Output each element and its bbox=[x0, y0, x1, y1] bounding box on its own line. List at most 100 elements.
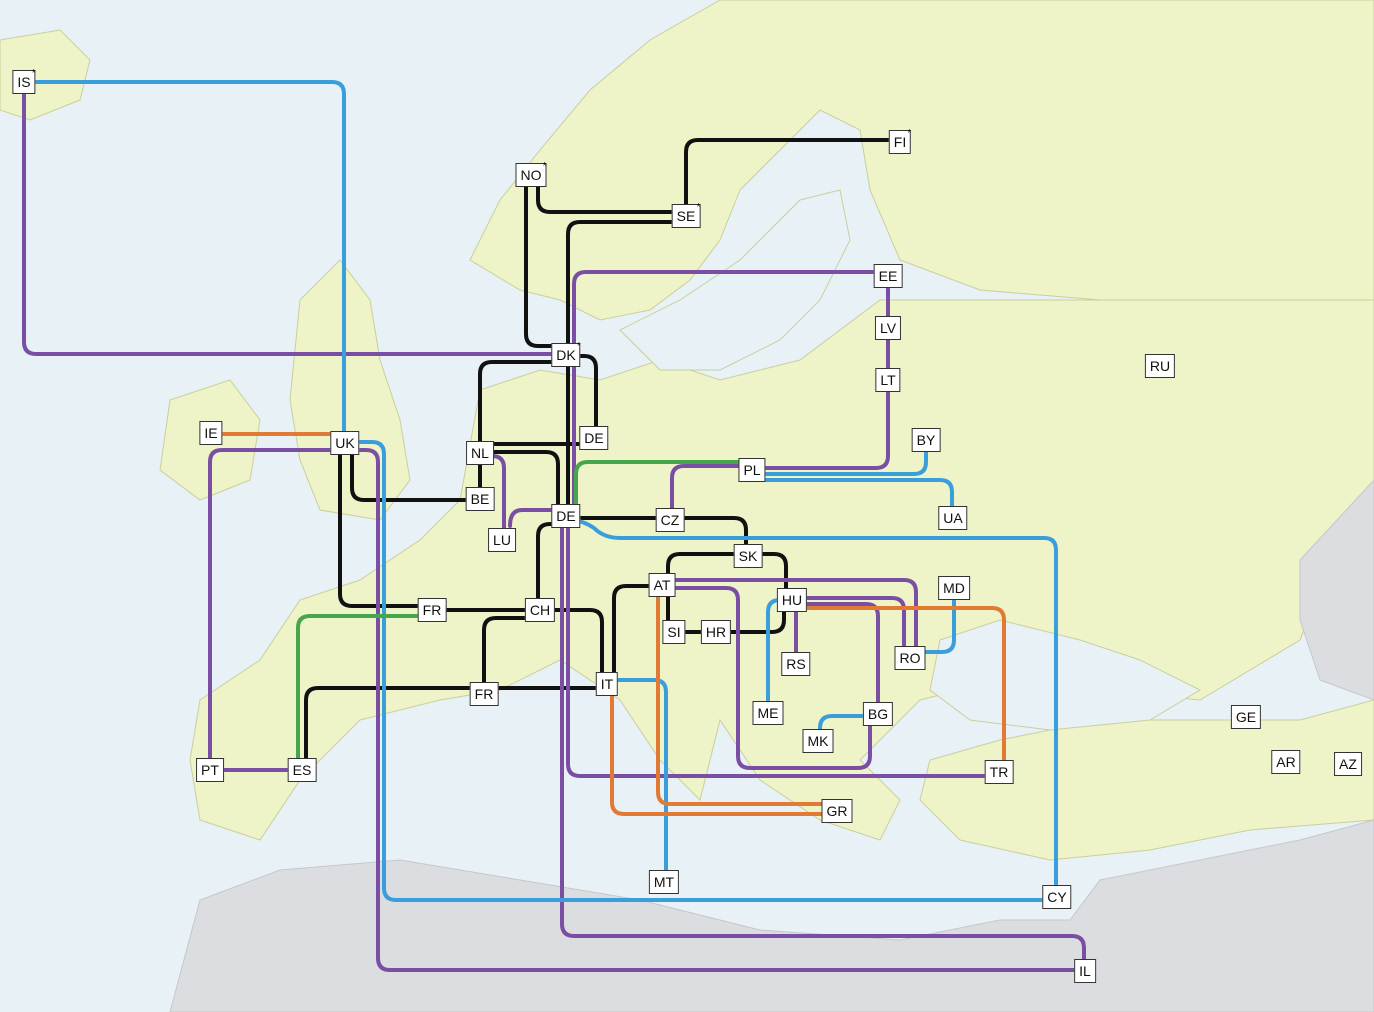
node-gr[interactable]: GR bbox=[821, 799, 853, 823]
node-ua[interactable]: UA bbox=[938, 506, 968, 530]
node-label: UA bbox=[943, 510, 963, 526]
node-is[interactable]: IS * bbox=[12, 68, 36, 94]
route-lines bbox=[22, 80, 1086, 972]
route-purple-ee-lv-lt-pl bbox=[750, 274, 890, 470]
node-az[interactable]: AZ bbox=[1334, 752, 1362, 776]
route-black-uk-fr1 bbox=[338, 442, 434, 608]
node-rs[interactable]: RS bbox=[781, 652, 811, 676]
route-black-de-ch bbox=[536, 522, 568, 610]
route-green-pl-de bbox=[574, 460, 754, 516]
node-star: * bbox=[31, 68, 36, 79]
node-label: CH bbox=[529, 602, 551, 618]
node-label: HR bbox=[705, 624, 727, 640]
route-black-it-fr2-es bbox=[304, 686, 608, 772]
route-purple-lu-de bbox=[508, 508, 568, 528]
node-label: MT bbox=[653, 874, 675, 890]
node-no[interactable]: NO * bbox=[515, 162, 547, 187]
node-label: UK bbox=[335, 435, 355, 451]
node-il[interactable]: IL bbox=[1074, 959, 1096, 983]
route-blue-uk-cy bbox=[342, 440, 1058, 902]
node-lu[interactable]: LU bbox=[488, 528, 516, 552]
node-label: IE bbox=[204, 425, 218, 441]
node-es[interactable]: ES bbox=[287, 758, 317, 782]
node-label: HU bbox=[781, 592, 803, 608]
route-black-se-de bbox=[566, 220, 688, 518]
node-label: ES bbox=[292, 762, 312, 778]
route-green-fr-es bbox=[296, 614, 434, 772]
node-label: MD bbox=[943, 580, 965, 596]
route-purple-pl-cz bbox=[670, 464, 754, 522]
node-it[interactable]: IT bbox=[595, 672, 619, 696]
node-ie[interactable]: IE bbox=[199, 421, 223, 445]
node-hu[interactable]: HU bbox=[776, 588, 808, 612]
node-de-north[interactable]: DE bbox=[579, 426, 609, 450]
node-label: NO bbox=[520, 167, 542, 183]
route-blue-is-uk bbox=[22, 80, 346, 444]
land-caucasus-grey bbox=[1299, 479, 1374, 701]
node-cy[interactable]: CY bbox=[1042, 885, 1072, 909]
node-by[interactable]: BY bbox=[911, 428, 941, 452]
node-mk[interactable]: MK bbox=[802, 729, 834, 753]
node-label: LV bbox=[879, 320, 897, 336]
route-purple-at-bg bbox=[660, 586, 872, 770]
land-continent bbox=[189, 299, 1374, 841]
node-pl[interactable]: PL bbox=[738, 458, 766, 482]
node-se[interactable]: SE * bbox=[671, 203, 701, 228]
node-fr-south[interactable]: FR bbox=[469, 682, 499, 706]
node-label: FI bbox=[893, 134, 907, 150]
node-si[interactable]: SI bbox=[662, 620, 686, 644]
route-black-no-dk bbox=[524, 178, 566, 348]
node-ro[interactable]: RO bbox=[894, 646, 926, 670]
route-black-no-se bbox=[536, 178, 688, 214]
node-tr[interactable]: TR bbox=[984, 760, 1014, 784]
node-uk[interactable]: UK bbox=[330, 431, 360, 455]
node-ch[interactable]: CH bbox=[524, 598, 556, 622]
route-black-at-it bbox=[612, 584, 664, 684]
route-purple-uk-il bbox=[344, 448, 1086, 972]
node-label: IT bbox=[600, 676, 614, 692]
route-black-sk-at bbox=[666, 552, 682, 586]
route-orange-at-gr bbox=[656, 584, 838, 806]
node-at[interactable]: AT bbox=[648, 573, 676, 597]
node-label: FR bbox=[474, 686, 494, 702]
node-label: PL bbox=[743, 462, 761, 478]
node-de[interactable]: DE bbox=[551, 504, 581, 528]
node-ar[interactable]: AR bbox=[1271, 750, 1301, 774]
node-label: GE bbox=[1235, 709, 1257, 725]
node-mt[interactable]: MT bbox=[648, 870, 680, 894]
node-label: LU bbox=[493, 532, 511, 548]
node-sk[interactable]: SK bbox=[733, 544, 763, 568]
node-ru[interactable]: RU bbox=[1144, 354, 1176, 378]
node-bg[interactable]: BG bbox=[862, 702, 894, 726]
node-label: SE bbox=[676, 208, 696, 224]
node-label: GR bbox=[826, 803, 848, 819]
node-ee[interactable]: EE bbox=[873, 264, 903, 288]
route-black-ch-fr2 bbox=[482, 616, 542, 694]
node-label: RU bbox=[1149, 358, 1171, 374]
node-label: BY bbox=[916, 432, 936, 448]
node-label: AR bbox=[1276, 754, 1296, 770]
node-lv[interactable]: LV bbox=[874, 316, 902, 340]
route-purple-de-il bbox=[560, 518, 1086, 972]
node-fr-north[interactable]: FR bbox=[417, 598, 447, 622]
node-be[interactable]: BE bbox=[465, 487, 495, 511]
route-blue-mk-bg bbox=[818, 714, 878, 742]
node-nl[interactable]: NL bbox=[466, 441, 494, 465]
route-black-de-cz bbox=[564, 516, 748, 558]
node-ge[interactable]: GE bbox=[1230, 705, 1262, 729]
node-pt[interactable]: PT bbox=[196, 758, 224, 782]
route-black-sk-hu bbox=[678, 552, 788, 602]
route-black-dk-nl bbox=[478, 360, 566, 454]
route-black-fi-se bbox=[684, 138, 902, 218]
route-black-dk-de1 bbox=[568, 354, 598, 440]
node-label: CZ bbox=[660, 512, 680, 528]
node-cz[interactable]: CZ bbox=[655, 508, 685, 532]
node-dk[interactable]: DK * bbox=[551, 342, 581, 367]
node-me[interactable]: ME bbox=[752, 701, 784, 725]
node-hr[interactable]: HR bbox=[700, 620, 732, 644]
node-label: FR bbox=[422, 602, 442, 618]
node-fi[interactable]: FI * bbox=[888, 129, 912, 154]
node-lt[interactable]: LT bbox=[875, 368, 901, 392]
node-label: ME bbox=[757, 705, 779, 721]
node-md[interactable]: MD bbox=[938, 576, 970, 600]
